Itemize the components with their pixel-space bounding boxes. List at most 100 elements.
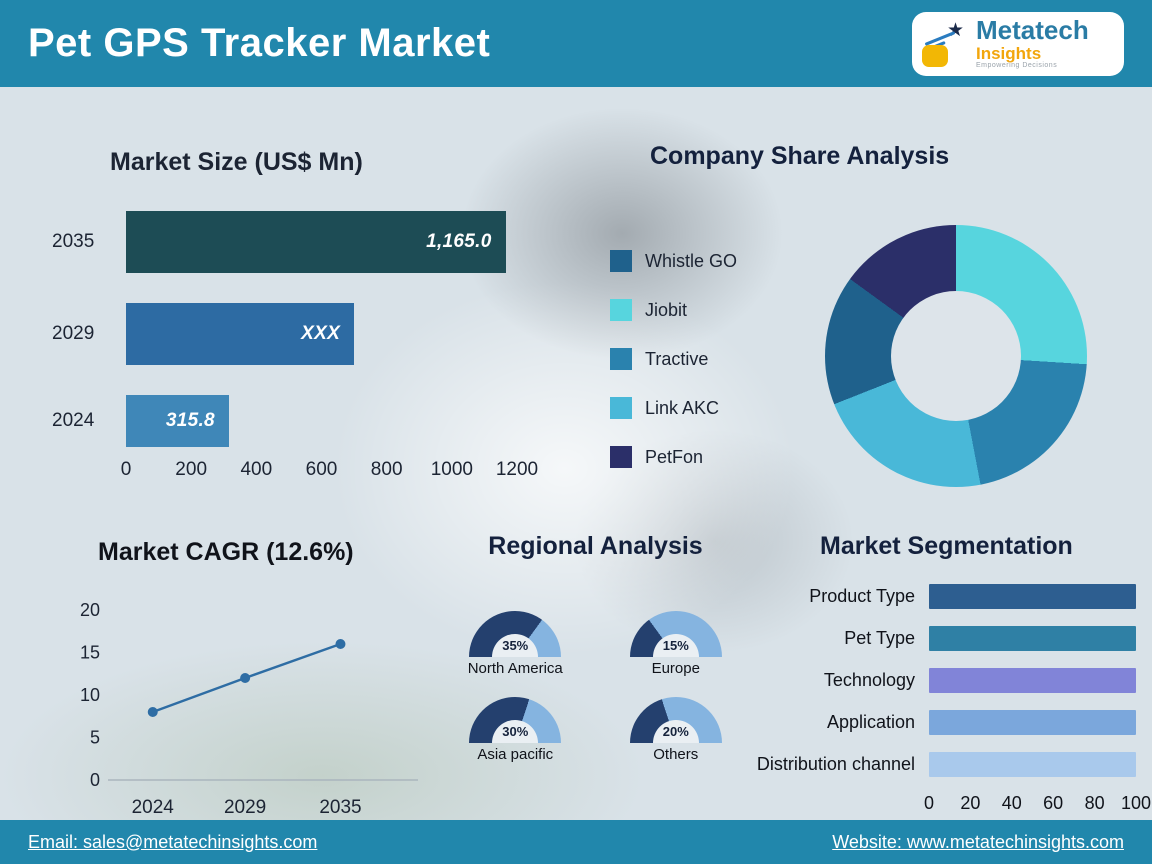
segmentation-section: Market Segmentation Product Type Pet Type…	[712, 532, 1151, 815]
bar-row: 2029 XXX	[52, 303, 517, 365]
gauge-value: 30%	[502, 724, 529, 739]
website-link[interactable]: Website: www.metatechinsights.com	[832, 831, 1124, 852]
region-gauge: 20% Others	[629, 697, 722, 763]
gauge-value: 35%	[502, 638, 529, 653]
logo-tagline: Empowering Decisions	[976, 62, 1058, 70]
market-size-title: Market Size (US$ Mn)	[110, 148, 363, 176]
gauge-hole: 15%	[652, 634, 699, 657]
segment-bar	[929, 709, 1136, 735]
legend-swatch	[610, 299, 632, 321]
segment-label: Pet Type	[844, 627, 915, 648]
axis-tick: 1000	[430, 459, 473, 480]
market-size-section: Market Size (US$ Mn) 2035 1,165.0 2029 XXX 2…	[52, 148, 538, 481]
segment-bar-track	[929, 583, 1136, 609]
bar-track: 315.8	[126, 395, 517, 447]
legend-item: Jiobit	[610, 299, 737, 321]
region-label: North America	[467, 660, 563, 677]
gauge-arc: 30%	[469, 697, 562, 743]
legend-item: PetFon	[610, 446, 737, 468]
bar-row: 2024 315.8	[52, 395, 517, 447]
region-label: Others	[653, 746, 699, 763]
axis-tick: 1200	[495, 459, 539, 480]
header-bar: Pet GPS Tracker Market ★ Metatech Insigh…	[0, 0, 1152, 87]
market-size-axis: 0 200 400 600 800 1000 1200	[121, 459, 538, 481]
segmentation-title: Market Segmentation	[820, 532, 1073, 560]
logo-square-icon	[922, 44, 948, 67]
axis-tick: 80	[1084, 793, 1105, 813]
axis-tick: 100	[1120, 793, 1152, 813]
axis-tick: 20	[960, 793, 981, 813]
bar-track: XXX	[126, 303, 517, 365]
bar-value-label: XXX	[301, 323, 341, 344]
market-size-rows: 2035 1,165.0 2029 XXX 2024 315.8	[52, 211, 517, 447]
bar-value-label: 1,165.0	[426, 231, 492, 252]
logo-subtitle: Insights	[976, 43, 1042, 63]
axis-tick: 60	[1043, 793, 1064, 813]
axis-tick: 800	[370, 459, 403, 480]
legend-swatch	[610, 250, 632, 272]
axis-tick: 40	[1001, 793, 1022, 813]
region-label: Asia pacific	[477, 746, 554, 763]
axis-tick: 200	[175, 459, 208, 480]
bar-row: 2035 1,165.0	[52, 211, 517, 273]
regional-grid: 35% North America 15% Europe 30% Asia pacific…	[448, 611, 743, 763]
segment-label: Distribution channel	[756, 753, 915, 774]
segment-bar-track	[929, 667, 1136, 693]
bar: XXX	[126, 303, 355, 365]
svg-text:10: 10	[80, 685, 100, 705]
svg-text:15: 15	[80, 643, 100, 663]
gauge-arc: 35%	[469, 611, 562, 657]
segment-bar	[929, 583, 1136, 609]
gauge-hole: 20%	[652, 720, 699, 743]
axis-tick: 400	[240, 459, 273, 480]
segment-bar-track	[929, 625, 1136, 651]
legend-item: Link AKC	[610, 397, 737, 419]
legend-label: Whistle GO	[645, 250, 738, 271]
legend-label: Jiobit	[645, 299, 688, 320]
legend-item: Tractive	[610, 348, 737, 370]
company-share-donut	[825, 225, 1087, 487]
gauge-hole: 30%	[492, 720, 539, 743]
segment-row: Pet Type	[712, 617, 1136, 659]
gauge-value: 15%	[662, 638, 689, 653]
segment-row: Application	[712, 701, 1136, 743]
region-gauge: 30% Asia pacific	[469, 697, 562, 763]
gauge-value: 20%	[662, 724, 689, 739]
metatech-logo: ★ Metatech Insights Empowering Decisions	[912, 11, 1124, 76]
legend-swatch	[610, 348, 632, 370]
cagr-section: Market CAGR (12.6%) 0 5 10 15 20 2024 2029 2035	[62, 538, 462, 830]
segment-label: Technology	[823, 669, 915, 690]
segment-row: Distribution channel	[712, 743, 1136, 785]
segment-row: Technology	[712, 659, 1136, 701]
regional-analysis-section: Regional Analysis 35% North America 15% Eur…	[448, 532, 743, 763]
region-gauge: 35% North America	[468, 611, 563, 677]
logo-star-icon: ★	[922, 19, 968, 69]
company-share-title: Company Share Analysis	[650, 142, 950, 170]
segment-bar	[929, 625, 1136, 651]
bar-category-label: 2029	[52, 323, 95, 344]
segment-row: Product Type	[712, 575, 1136, 617]
page-title: Pet GPS Tracker Market	[28, 21, 491, 65]
bar-category-label: 2035	[52, 231, 95, 252]
gauge-arc: 20%	[629, 697, 722, 743]
logo-text: Metatech Insights Empowering Decisions	[976, 16, 1089, 70]
bar: 315.8	[126, 395, 229, 447]
axis-tick: 0	[120, 459, 132, 480]
legend-swatch	[610, 397, 632, 419]
segmentation-axis: 0 20 40 60 80 100	[924, 793, 1151, 815]
svg-text:5: 5	[90, 728, 100, 748]
svg-text:2029: 2029	[224, 797, 266, 818]
star-icon: ★	[946, 19, 964, 41]
cagr-line-chart: 0 5 10 15 20 2024 2029 2035	[80, 600, 418, 818]
legend-swatch	[610, 446, 632, 468]
region-gauge: 15% Europe	[629, 611, 722, 677]
cagr-title: Market CAGR (12.6%)	[98, 538, 354, 566]
svg-text:2035: 2035	[319, 797, 361, 818]
axis-tick: 0	[923, 793, 935, 813]
email-link[interactable]: Email: sales@metatechinsights.com	[28, 831, 318, 852]
segment-label: Application	[826, 711, 915, 732]
company-share-section: Company Share Analysis Whistle GO Jiobit T…	[592, 142, 1122, 507]
segment-label: Product Type	[809, 585, 915, 606]
legend-label: PetFon	[645, 446, 704, 467]
